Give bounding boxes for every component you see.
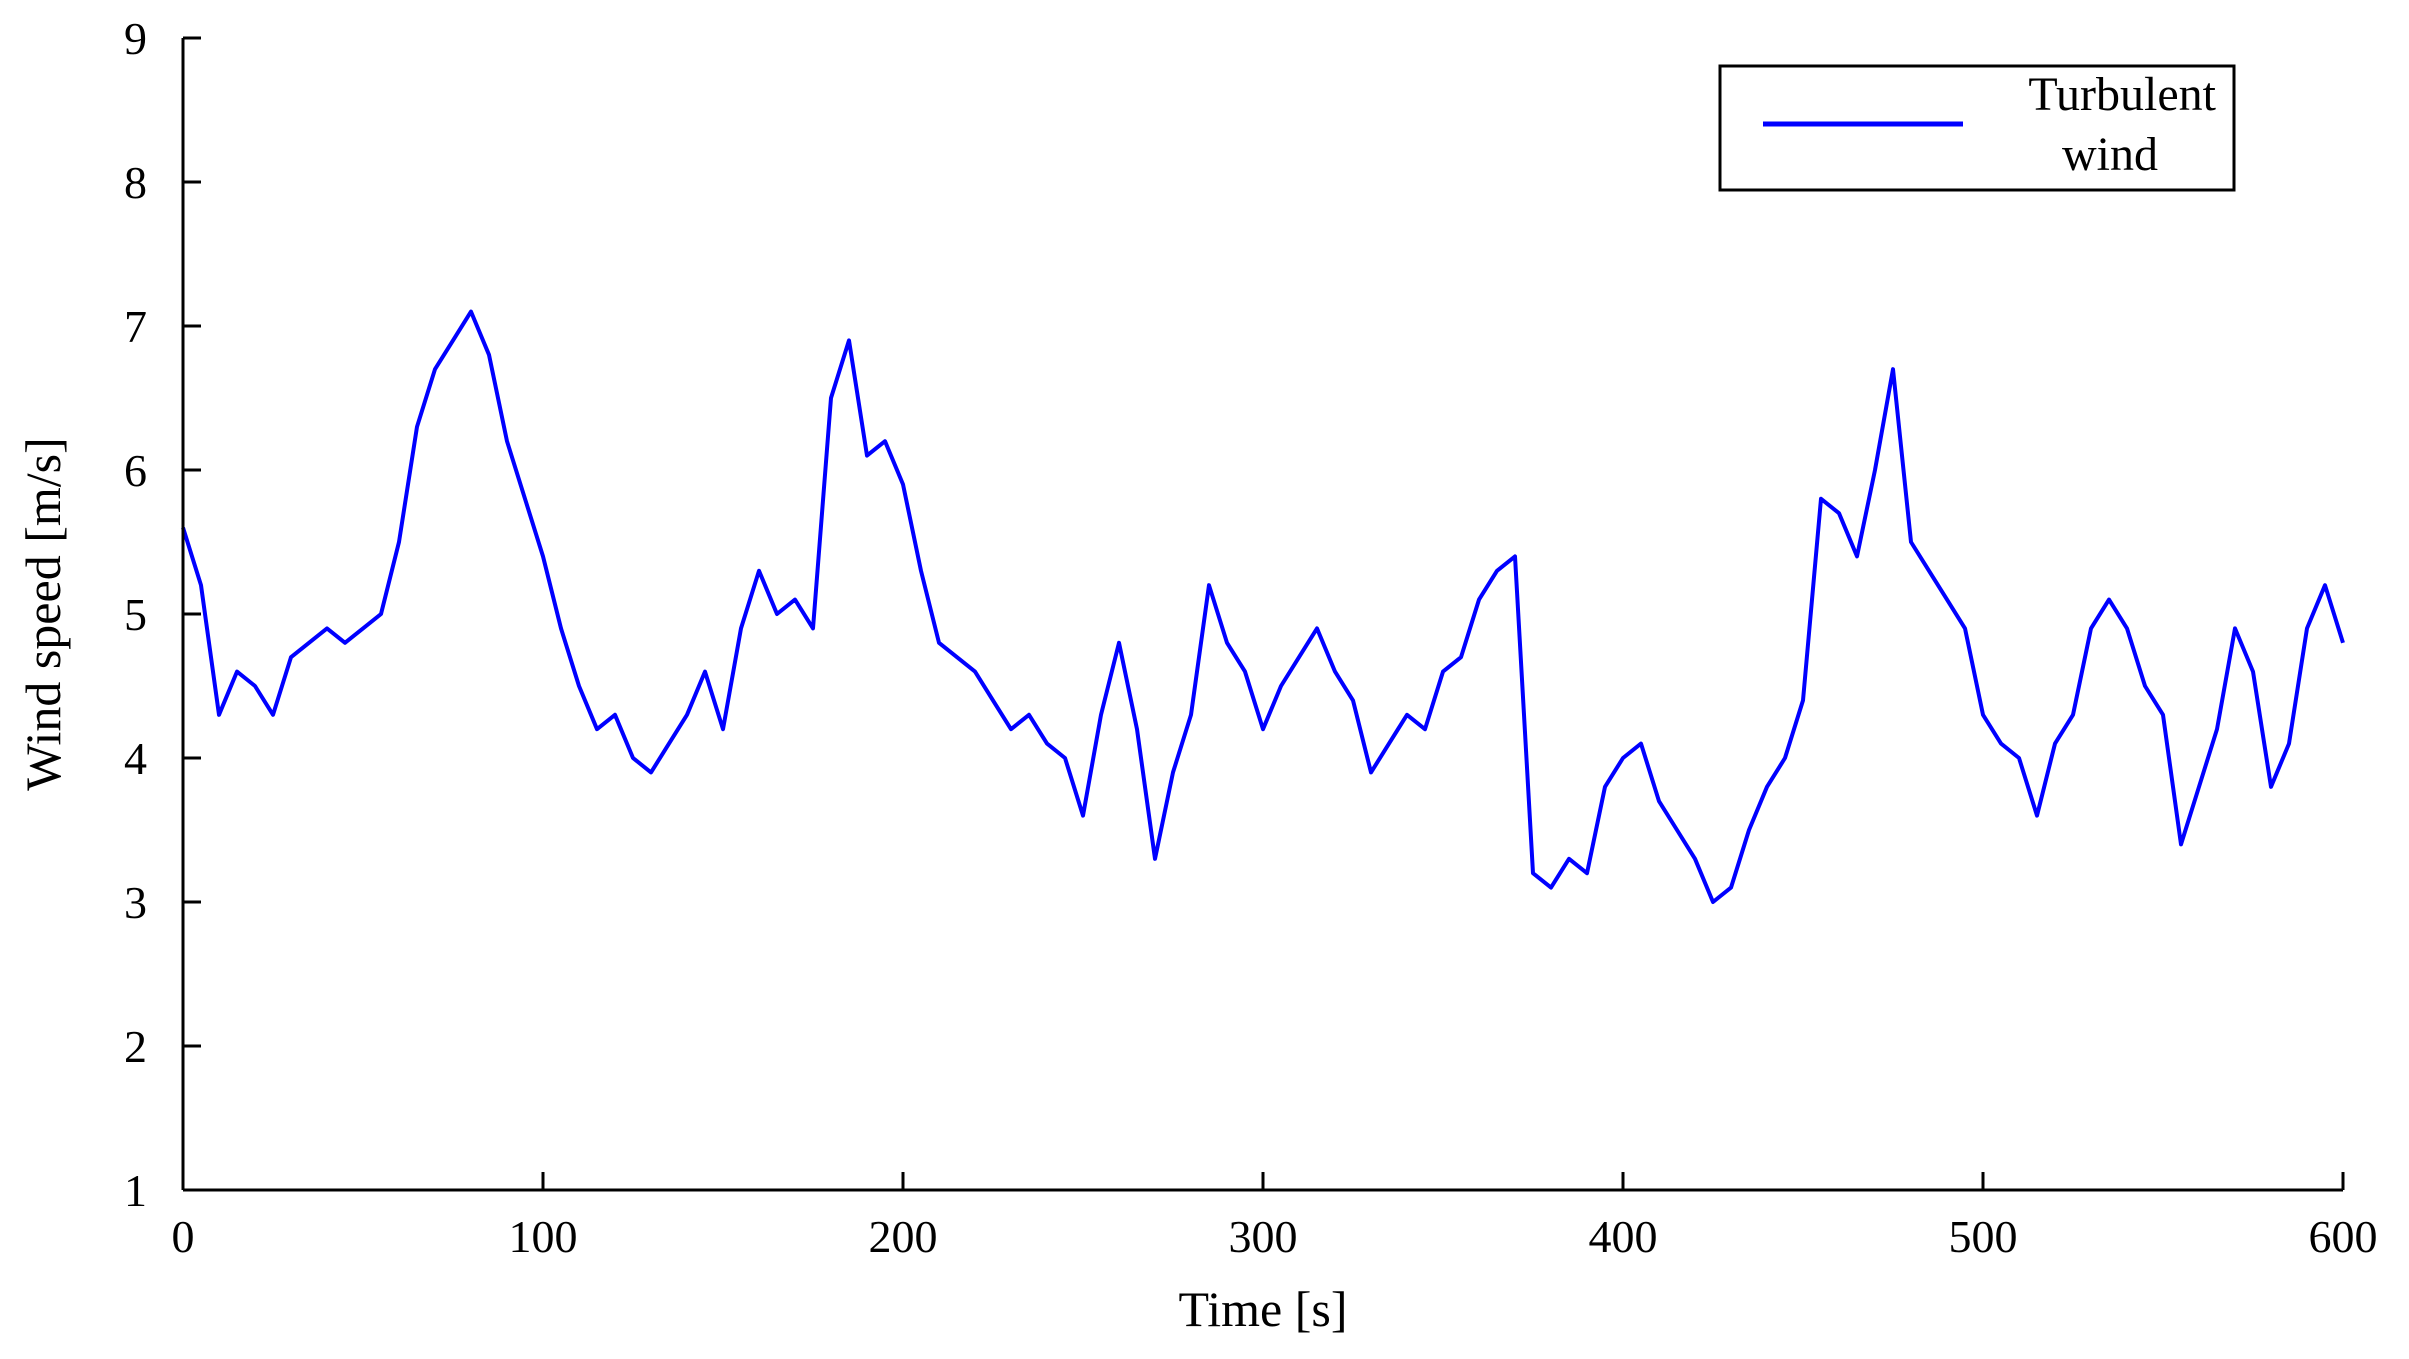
- y-tick-label: 8: [124, 157, 147, 208]
- y-tick-label: 1: [124, 1165, 147, 1216]
- x-axis-title: Time [s]: [1178, 1281, 1347, 1337]
- y-axis-title: Wind speed [m/s]: [15, 437, 71, 790]
- legend-box: [1718, 64, 2236, 192]
- y-tick-label: 3: [124, 877, 147, 928]
- y-tick-label: 7: [124, 301, 147, 352]
- x-axis-ticks: 0 100 200 300 400 500 600: [172, 1172, 2378, 1262]
- series-layer: [181, 309, 2345, 904]
- legend-label-line-2: wind: [2062, 128, 2158, 181]
- y-axis-ticks: 1 2 3 4 5 6 7 8 9: [124, 13, 201, 1216]
- x-tick-label: 300: [1229, 1211, 1298, 1262]
- x-tick-label: 400: [1589, 1211, 1658, 1262]
- y-tick-label: 4: [124, 733, 147, 784]
- legend: Turbulent wind: [1718, 64, 2236, 192]
- y-tick-label: 6: [124, 445, 147, 496]
- series-line-turbulent-wind: [181, 309, 2345, 904]
- x-tick-label: 600: [2309, 1211, 2378, 1262]
- x-tick-label: 500: [1949, 1211, 2018, 1262]
- y-tick-label: 5: [124, 589, 147, 640]
- x-tick-label: 100: [509, 1211, 578, 1262]
- y-tick-label: 9: [124, 13, 147, 64]
- x-tick-label: 200: [869, 1211, 938, 1262]
- legend-label-line-1: Turbulent: [2028, 68, 2216, 121]
- x-tick-label: 0: [172, 1211, 195, 1262]
- y-tick-label: 2: [124, 1021, 147, 1072]
